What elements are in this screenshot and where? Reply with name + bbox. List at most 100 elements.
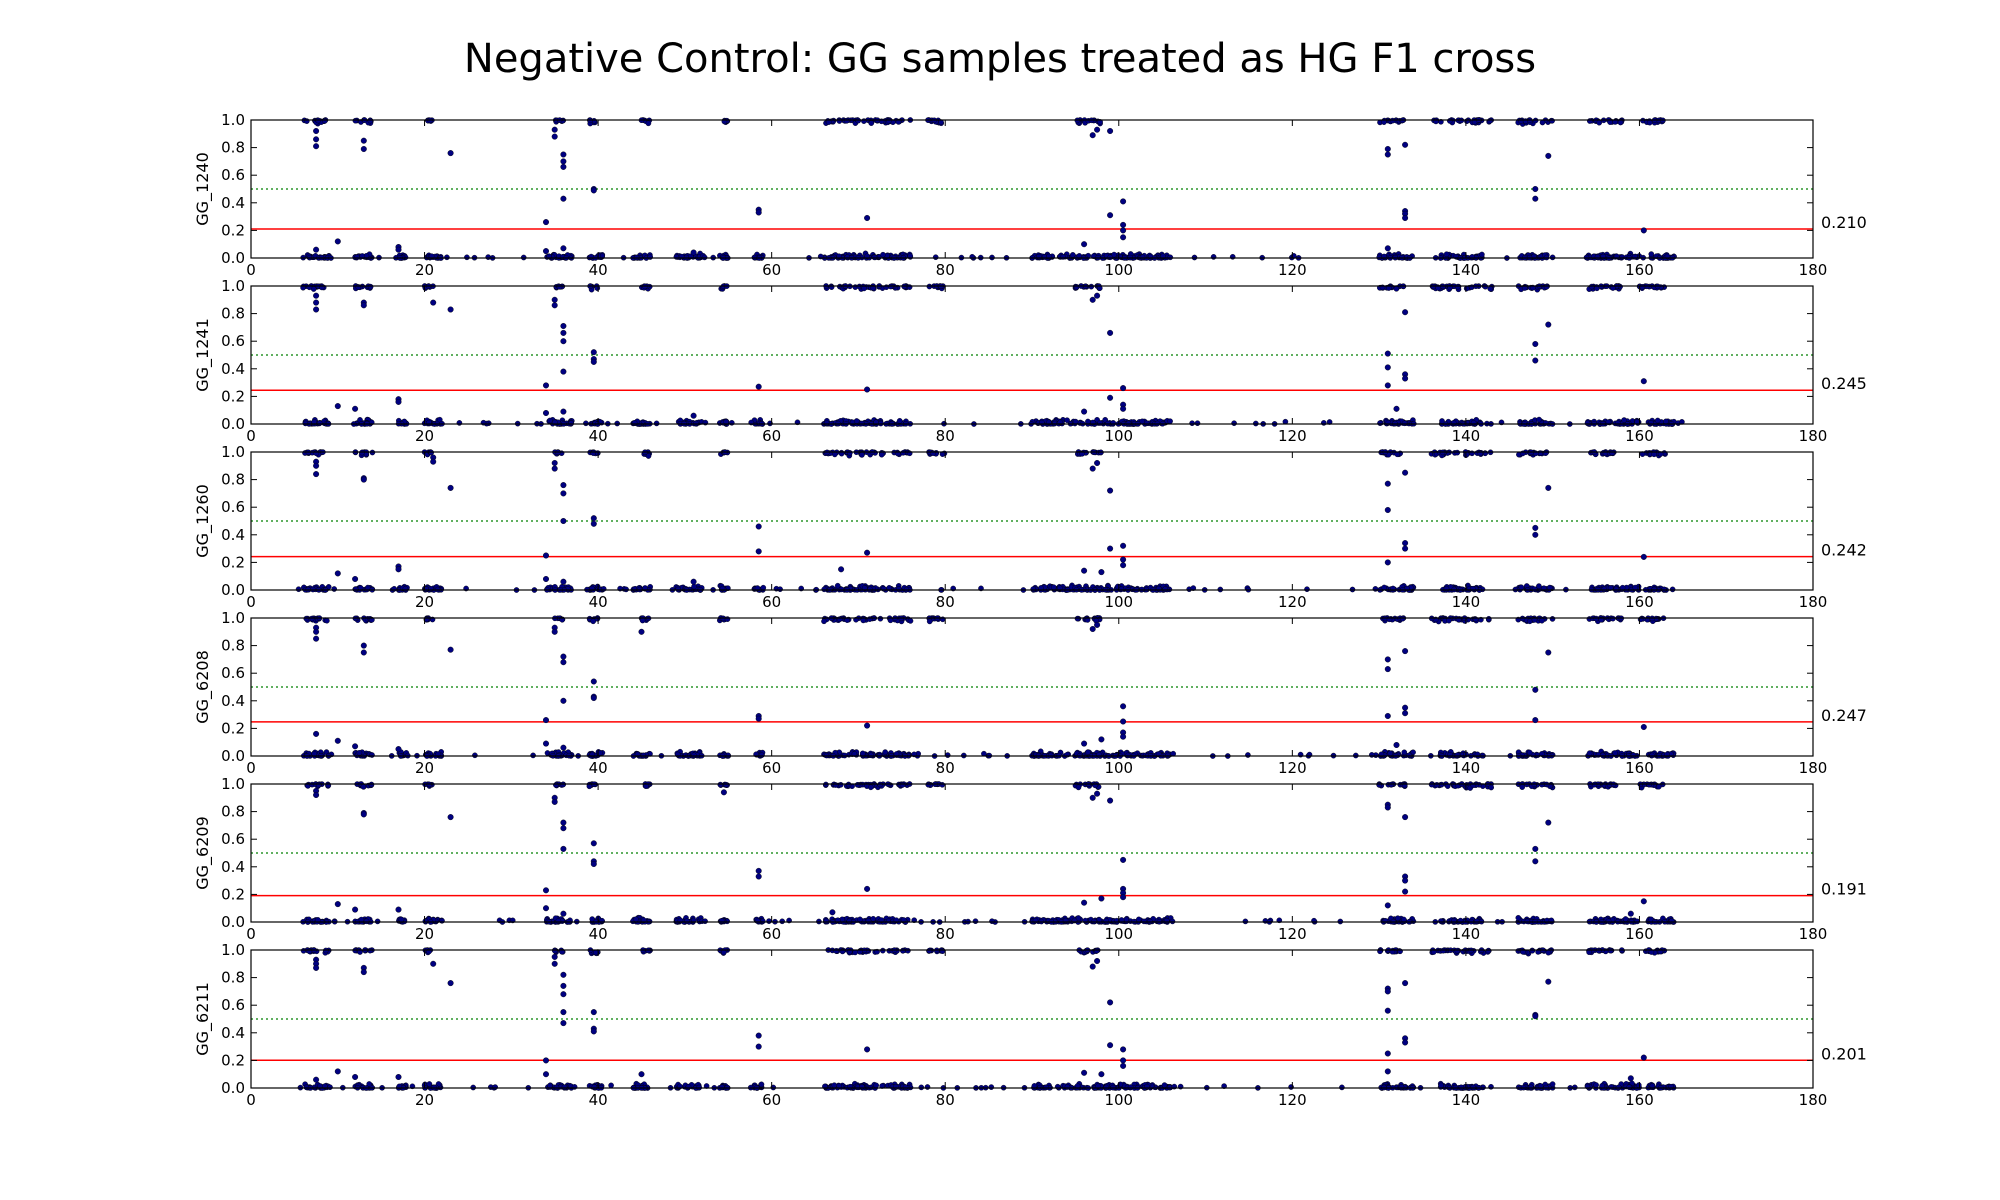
baseline-point	[1451, 918, 1457, 924]
top-point	[1487, 285, 1494, 292]
x-tick-label: 100	[1104, 593, 1133, 611]
data-point	[447, 484, 454, 491]
data-point	[1120, 556, 1127, 563]
baseline-point	[867, 586, 873, 593]
baseline-point	[1123, 916, 1130, 923]
baseline-point	[1601, 586, 1607, 593]
data-point	[1384, 480, 1391, 487]
data-point	[560, 482, 567, 489]
data-point	[590, 187, 597, 194]
data-point	[560, 245, 567, 252]
baseline-point	[853, 418, 860, 424]
y-tick-label: 1.0	[221, 277, 245, 295]
data-point	[1107, 127, 1114, 134]
data-point	[560, 653, 567, 660]
baseline-point	[363, 918, 370, 925]
baseline-point	[647, 254, 654, 260]
data-point	[1081, 408, 1088, 415]
data-point	[838, 566, 845, 573]
baseline-point	[1381, 584, 1387, 591]
data-point	[352, 405, 359, 412]
x-tick-label: 140	[1452, 759, 1481, 777]
data-point	[1402, 877, 1409, 884]
baseline-point	[779, 918, 786, 925]
threshold-value-label: 0.210	[1821, 213, 1867, 232]
baseline-point	[1125, 420, 1132, 427]
baseline-point	[1164, 918, 1170, 924]
baseline-point	[1454, 752, 1461, 758]
baseline-point	[1648, 420, 1654, 426]
baseline-point	[691, 752, 697, 759]
top-point	[1549, 118, 1555, 124]
data-point	[447, 814, 454, 821]
data-point	[1532, 858, 1539, 865]
data-point	[1384, 666, 1391, 673]
data-point	[447, 150, 454, 157]
data-point	[543, 248, 550, 255]
top-point	[1075, 784, 1082, 791]
baseline-point	[823, 420, 830, 426]
top-point	[843, 118, 850, 124]
top-point	[926, 618, 933, 625]
x-tick-label: 0	[246, 427, 256, 445]
x-tick-label: 160	[1625, 925, 1654, 943]
x-tick-label: 100	[1104, 925, 1133, 943]
top-point	[315, 782, 322, 788]
data-point	[1098, 895, 1105, 902]
data-point	[755, 383, 762, 390]
data-point	[313, 471, 320, 478]
data-point	[360, 642, 367, 649]
baseline-point	[1060, 254, 1066, 260]
data-point	[313, 246, 320, 253]
baseline-point	[1167, 254, 1174, 261]
data-point	[1402, 710, 1409, 717]
data-point	[1107, 394, 1114, 401]
baseline-point	[684, 918, 690, 924]
data-point	[1107, 545, 1114, 552]
x-tick-label: 120	[1278, 925, 1307, 943]
y-tick-label: 0.6	[221, 166, 245, 184]
x-tick-label: 160	[1625, 759, 1654, 777]
data-point	[1545, 484, 1552, 491]
baseline-point	[1229, 253, 1236, 260]
baseline-point	[568, 420, 575, 427]
baseline-point	[561, 1084, 568, 1090]
data-point	[1120, 894, 1127, 901]
data-point	[829, 909, 836, 916]
top-point	[367, 283, 374, 290]
top-point	[1393, 285, 1400, 292]
baseline-point	[439, 918, 445, 924]
baseline-point	[1613, 586, 1620, 593]
data-point	[864, 722, 871, 729]
baseline-point	[422, 918, 429, 924]
x-tick-label: 60	[762, 759, 781, 777]
y-axis-label: GG_6208	[193, 650, 213, 724]
y-tick-label: 0.8	[221, 471, 245, 489]
baseline-point	[1401, 916, 1407, 923]
baseline-point	[456, 420, 463, 426]
baseline-point	[1111, 251, 1117, 258]
baseline-point	[1070, 252, 1076, 258]
data-point	[1094, 292, 1101, 299]
y-tick-label: 0.8	[221, 305, 245, 323]
baseline-point	[896, 586, 902, 592]
baseline-point	[1085, 749, 1091, 755]
top-point	[1486, 616, 1492, 622]
top-point	[1434, 782, 1440, 788]
x-tick-label: 180	[1799, 593, 1828, 611]
x-tick-label: 80	[936, 427, 955, 445]
data-point	[313, 462, 320, 469]
baseline-point	[729, 419, 735, 426]
baseline-point	[1518, 584, 1525, 591]
baseline-point	[755, 918, 761, 924]
baseline-point	[719, 1084, 725, 1090]
top-point	[1542, 450, 1549, 456]
y-tick-label: 0.0	[221, 913, 245, 931]
data-point	[360, 302, 367, 309]
data-point	[1384, 713, 1391, 720]
top-point	[836, 118, 843, 124]
data-point	[1094, 790, 1101, 797]
baseline-point	[1632, 253, 1638, 260]
data-point	[1532, 357, 1539, 364]
top-point	[1527, 618, 1533, 625]
